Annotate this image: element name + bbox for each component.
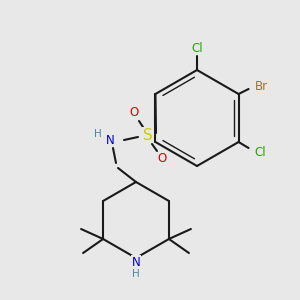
Text: H: H — [94, 129, 102, 139]
Text: O: O — [158, 152, 166, 166]
Text: N: N — [106, 134, 114, 146]
Text: H: H — [132, 269, 140, 279]
Text: S: S — [143, 128, 153, 142]
Text: Br: Br — [255, 80, 268, 92]
Text: Cl: Cl — [191, 41, 203, 55]
Text: N: N — [132, 256, 140, 268]
Text: Cl: Cl — [255, 146, 266, 158]
Text: O: O — [129, 106, 139, 119]
